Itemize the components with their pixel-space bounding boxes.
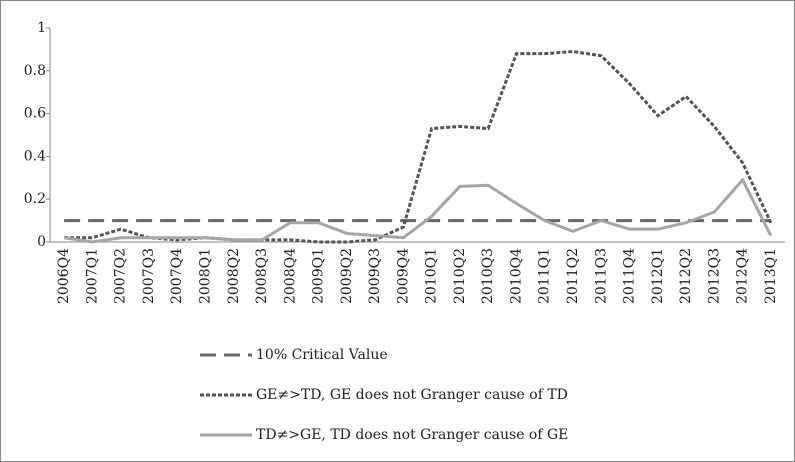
x-tick-label: 2008Q1: [197, 248, 213, 304]
x-tick-label: 2009Q1: [311, 248, 327, 304]
y-tick-label: 0.8: [24, 63, 46, 79]
x-tick-label: 2010Q3: [480, 248, 496, 304]
x-tick-label: 2011Q1: [537, 248, 553, 304]
legend-label: 10% Critical Value: [256, 347, 388, 363]
series-line: [63, 177, 773, 244]
x-tick-label: 2009Q4: [395, 248, 411, 304]
y-tick-label: 1: [37, 20, 46, 36]
series-line: [64, 50, 773, 244]
x-tick-label: 2008Q3: [254, 248, 270, 304]
legend-label: GE≠>TD, GE does not Granger cause of TD: [256, 387, 568, 403]
x-tick-label: 2007Q3: [141, 248, 157, 304]
x-tick-label: 2007Q4: [169, 248, 185, 304]
x-tick-label: 2008Q2: [226, 248, 242, 304]
x-tick-label: 2010Q2: [452, 248, 468, 304]
x-tick-label: 2010Q1: [424, 248, 440, 304]
y-tick-label: 0.4: [24, 148, 46, 164]
x-tick-label: 2013Q1: [763, 248, 779, 304]
x-tick-label: 2008Q4: [282, 248, 298, 304]
y-tick-label: 0.6: [24, 106, 46, 122]
legend-label: TD≠>GE, TD does not Granger cause of GE: [256, 427, 568, 443]
x-tick-label: 2012Q2: [678, 248, 694, 304]
x-tick-label: 2009Q2: [339, 248, 355, 304]
x-tick-label: 2010Q4: [508, 248, 524, 304]
y-tick-label: 0: [37, 234, 46, 250]
x-tick-label: 2012Q3: [706, 248, 722, 304]
x-tick-label: 2007Q1: [84, 248, 100, 304]
x-tick-label: 2006Q4: [56, 248, 72, 304]
x-tick-label: 2009Q3: [367, 248, 383, 304]
y-tick-label: 0.2: [24, 191, 46, 207]
x-tick-label: 2007Q2: [113, 248, 129, 304]
x-tick-label: 2011Q4: [622, 248, 638, 304]
x-tick-label: 2011Q3: [593, 248, 609, 304]
x-tick-label: 2012Q1: [650, 248, 666, 304]
x-tick-label: 2011Q2: [565, 248, 581, 304]
x-tick-label: 2012Q4: [735, 248, 751, 304]
